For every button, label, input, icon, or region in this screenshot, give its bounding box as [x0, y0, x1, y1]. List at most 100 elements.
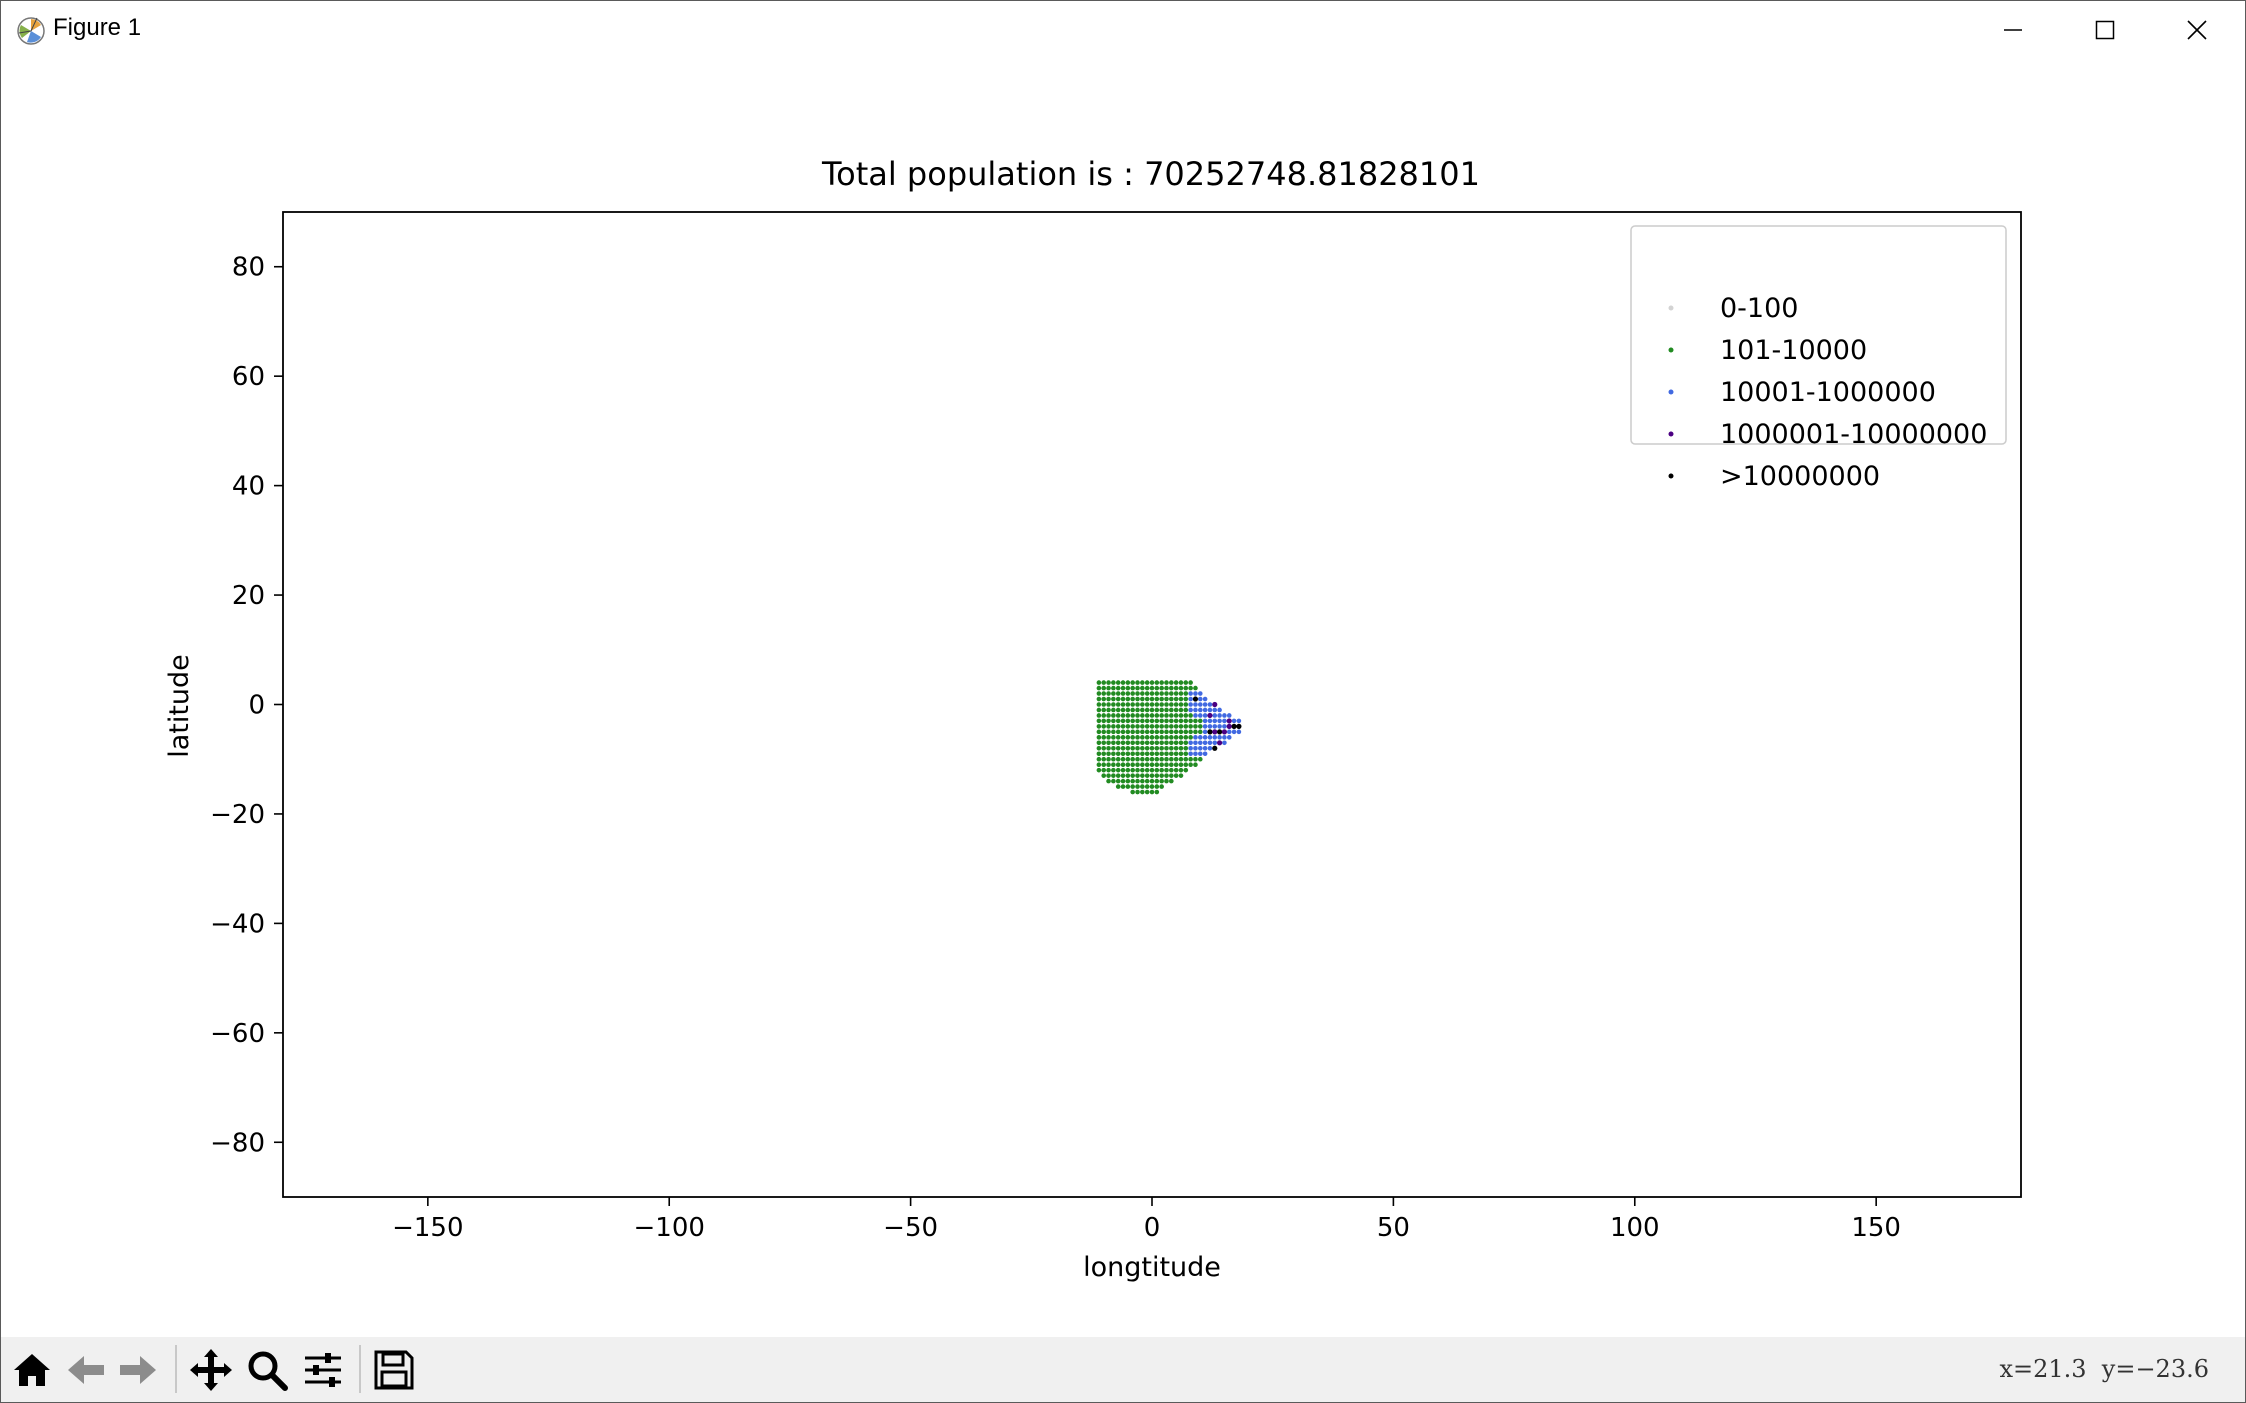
scatter-point [1125, 756, 1131, 762]
scatter-point [1125, 718, 1131, 724]
scatter-point [1188, 685, 1193, 691]
scatter-point [1115, 740, 1121, 746]
scatter-point [1178, 702, 1184, 707]
scatter-chart[interactable]: Total population is : 70252748.81828101 … [1, 58, 2245, 1337]
scatter-point [1130, 702, 1135, 707]
scatter-point [1188, 740, 1193, 746]
figure-canvas[interactable]: Total population is : 70252748.81828101 … [1, 58, 2245, 1337]
save-button[interactable] [368, 1342, 420, 1397]
scatter-point [1188, 718, 1193, 724]
y-tick-label: 80 [232, 253, 265, 283]
scatter-point [1130, 718, 1135, 724]
scatter-point [1130, 745, 1135, 751]
scatter-point [1154, 696, 1160, 702]
home-button[interactable] [6, 1342, 58, 1397]
scatter-point [1173, 773, 1179, 778]
scatter-point [1173, 751, 1179, 757]
scatter-point [1135, 756, 1140, 762]
scatter-point [1125, 713, 1131, 718]
scatter-point [1154, 685, 1160, 691]
scatter-point [1120, 685, 1126, 691]
title-bar[interactable]: Figure 1 [1, 1, 2245, 58]
scatter-point [1154, 740, 1160, 746]
y-tick-label: −40 [210, 909, 265, 939]
maximize-button[interactable] [2059, 1, 2151, 58]
scatter-point [1135, 740, 1140, 746]
scatter-point [1140, 789, 1145, 795]
scatter-point [1120, 740, 1126, 746]
zoom-button[interactable] [241, 1342, 293, 1397]
scatter-point [1140, 707, 1145, 713]
scatter-point [1135, 784, 1140, 789]
scatter-point [1222, 718, 1227, 724]
scatter-point [1197, 707, 1203, 713]
scatter-point [1130, 724, 1135, 729]
scatter-point [1236, 723, 1242, 729]
scatter-point [1135, 773, 1140, 778]
scatter-point [1193, 724, 1198, 729]
close-icon [2187, 19, 2207, 40]
scatter-point [1169, 735, 1174, 740]
scatter-point [1120, 680, 1126, 685]
scatter-point [1115, 702, 1121, 707]
scatter-point [1111, 735, 1116, 740]
scatter-point [1135, 724, 1140, 729]
scatter-point [1164, 751, 1169, 757]
scatter-point [1135, 680, 1140, 685]
scatter-point [1217, 724, 1222, 729]
scatter-point [1207, 724, 1213, 729]
scatter-point [1125, 778, 1131, 784]
scatter-point [1130, 696, 1135, 702]
scatter-point [1197, 702, 1203, 707]
matplotlib-icon [17, 17, 45, 45]
scatter-point [1120, 745, 1126, 751]
scatter-point [1111, 707, 1116, 713]
scatter-point [1096, 762, 1102, 767]
legend-marker [1668, 347, 1674, 353]
scatter-point [1207, 729, 1213, 735]
scatter-point [1140, 751, 1145, 757]
scatter-point [1149, 713, 1155, 718]
scatter-point [1140, 696, 1145, 702]
pan-button[interactable] [185, 1342, 237, 1397]
scatter-point [1193, 740, 1198, 746]
legend-marker [1668, 473, 1674, 479]
scatter-point [1178, 729, 1184, 735]
scatter-point [1096, 702, 1102, 707]
scatter-point [1120, 756, 1126, 762]
scatter-point [1164, 745, 1169, 751]
scatter-point [1193, 691, 1198, 696]
close-button[interactable] [2151, 1, 2243, 58]
scatter-point [1130, 773, 1135, 778]
scatter-point [1144, 680, 1150, 685]
scatter-point [1140, 784, 1145, 789]
scatter-point [1096, 756, 1102, 762]
scatter-point [1149, 789, 1155, 795]
scatter-point [1144, 762, 1150, 767]
scatter-point [1125, 724, 1131, 729]
scatter-point [1226, 735, 1232, 740]
scatter-point [1183, 680, 1189, 685]
scatter-point [1140, 735, 1145, 740]
scatter-point [1130, 784, 1135, 789]
cursor-coordinates: x=21.3 y=−23.6 [1999, 1355, 2209, 1383]
scatter-point [1125, 740, 1131, 746]
scatter-point [1159, 751, 1164, 757]
scatter-point [1096, 696, 1102, 702]
scatter-point [1164, 718, 1169, 724]
back-button[interactable] [60, 1342, 112, 1397]
scatter-point [1197, 713, 1203, 718]
scatter-point [1193, 707, 1198, 713]
configure-subplots-button[interactable] [297, 1342, 349, 1397]
forward-button[interactable] [112, 1342, 164, 1397]
scatter-point [1115, 756, 1121, 762]
scatter-point [1178, 751, 1184, 757]
scatter-point [1226, 729, 1232, 735]
minimize-button[interactable] [1967, 1, 2059, 58]
scatter-point [1101, 751, 1107, 757]
scatter-point [1169, 702, 1174, 707]
scatter-point [1149, 735, 1155, 740]
scatter-point [1130, 729, 1135, 735]
scatter-point [1149, 762, 1155, 767]
scatter-point [1111, 740, 1116, 746]
